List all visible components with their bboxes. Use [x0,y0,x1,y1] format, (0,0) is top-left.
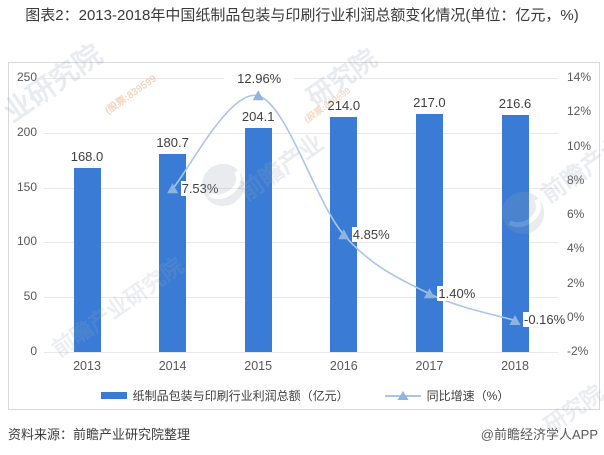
legend-entry-profit: 纸制品包装与印刷行业利润总额（亿元） [100,387,349,404]
y-axis-tick-left: 250 [16,70,37,84]
y-axis-tick-left: 50 [23,289,37,304]
line-marker-swatch-icon [384,390,421,400]
y-axis-tick-right: 6% [567,207,585,221]
bar-swatch-icon [100,392,127,399]
bar-value-label: 216.6 [498,95,532,111]
bar [415,114,443,352]
line-value-label: 12.96% [224,70,295,86]
y-axis-tick-right: 8% [567,172,585,187]
legend-label-growth: 同比增速（%） [426,389,510,403]
line-value-label: -0.16% [523,312,567,328]
x-axis-label: 2014 [158,359,187,373]
y-axis-tick-right: 2% [567,275,585,290]
chart-title: 图表2：2013-2018年中国纸制品包装与印刷行业利润总额变化情况(单位：亿元… [25,7,579,24]
x-axis-label: 2018 [501,359,529,373]
bar-value-label: 180.7 [156,134,189,150]
x-axis-label: 2016 [329,359,358,373]
x-axis-label: 2015 [244,359,273,373]
bar-value-label: 168.0 [70,148,104,164]
bar [73,167,101,352]
x-axis-label: 2013 [73,359,101,373]
y-axis-tick-right: 10% [567,138,592,153]
bar [244,128,272,352]
y-axis-tick-right: 4% [567,241,585,256]
y-axis-tick-right: 12% [567,104,592,119]
line-marker-icon [252,90,264,101]
data-source-note: 资料来源：前瞻产业研究院整理 [8,427,191,442]
y-axis-tick-left: 0 [30,344,37,358]
grid-line [44,132,558,134]
grid-line [44,352,558,353]
line-value-label: 7.53% [180,180,220,196]
bar-value-label: 204.1 [241,109,275,125]
y-axis-tick-right: 0% [567,309,585,324]
bar-value-label: 217.0 [413,95,446,111]
y-axis-tick-right: 14% [567,70,592,84]
y-axis-tick-left: 150 [16,179,37,194]
legend-entry-growth: 同比增速（%） [384,387,510,404]
brand-note: @前瞻经济学人APP [480,427,598,442]
y-axis-tick-left: 100 [16,234,37,249]
legend-label-profit: 纸制品包装与印刷行业利润总额（亿元） [132,389,349,403]
line-value-label: 4.85% [351,226,391,242]
grid-line [44,297,558,299]
line-value-label: 1.40% [437,285,477,301]
y-axis-tick-right: -2% [567,344,589,358]
legend: 纸制品包装与印刷行业利润总额（亿元） 同比增速（%） [9,387,601,404]
grid-line [44,187,558,189]
bar-value-label: 214.0 [327,98,361,114]
y-axis-tick-left: 200 [16,124,37,139]
grid-line [44,78,558,79]
grid-line [44,242,558,244]
chart-area: 250 200 150 100 50 0 14% 12% 10% 8% 6% 4% 2% 0% -2% 1… [8,62,600,410]
x-axis-label: 2017 [415,359,444,373]
